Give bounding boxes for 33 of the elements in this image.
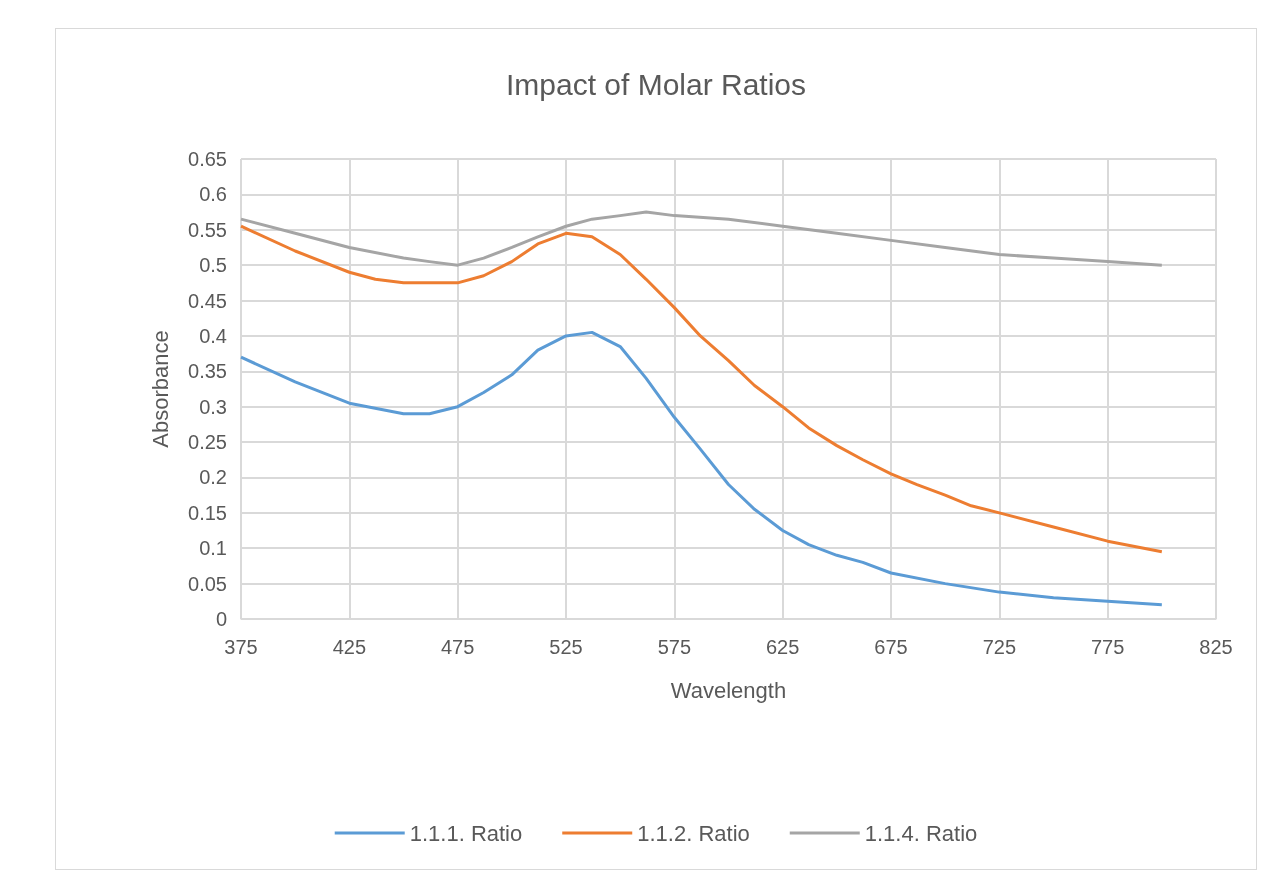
x-tick-label: 775 [1090,636,1125,658]
line-series [239,224,1164,554]
y-tick-label: 0.2 [199,466,227,489]
legend-label: 1.1.4. Ratio [864,820,978,846]
y-tick-label: 0.15 [188,501,227,524]
x-tick-label: 725 [982,636,1017,658]
x-tick-label: 525 [549,636,583,658]
x-axis-title: Wavelength [670,677,787,703]
x-tick-label: 375 [224,636,258,658]
x-tick-label: 625 [765,636,800,658]
y-tick-label: 0.45 [188,289,227,312]
y-tick-label: 0.65 [188,148,227,170]
x-tick-label: 575 [657,636,692,658]
y-tick-label: 0.05 [188,572,227,595]
legend-label: 1.1.2. Ratio [637,820,750,846]
y-tick-label: 0.25 [188,431,227,454]
line-series [239,210,1164,267]
x-tick-label: 825 [1199,636,1233,658]
y-tick-label: 0.6 [199,183,227,206]
x-tick-label: 675 [874,636,908,658]
y-tick-label: 0.3 [199,395,227,418]
y-axis-title: Absorbance [147,330,173,448]
y-tick-label: 0.1 [199,537,227,560]
x-tick-label: 425 [332,636,367,658]
chart-title: Impact of Molar Ratios [505,67,807,101]
y-tick-label: 0.55 [188,218,227,241]
line-series [239,330,1164,607]
x-tick-label: 475 [440,636,475,658]
y-tick-label: 0.5 [199,254,227,277]
y-tick-label: 0 [215,608,227,630]
legend-label: 1.1.1. Ratio [409,820,523,846]
y-tick-label: 0.35 [188,360,227,383]
y-tick-label: 0.4 [199,324,227,347]
